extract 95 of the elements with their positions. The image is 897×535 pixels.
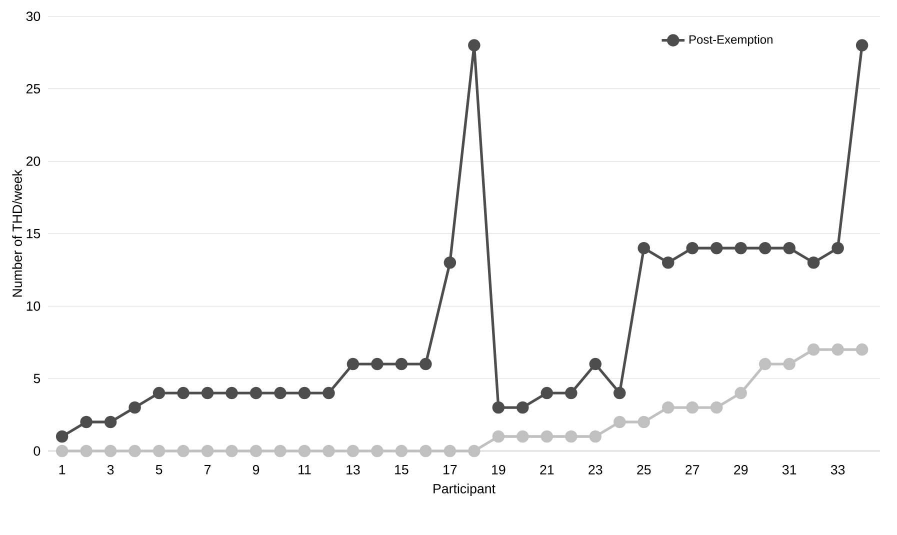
x-tick-label: 7: [204, 465, 211, 474]
y-tick-label: 25: [26, 84, 40, 94]
point: [516, 430, 529, 443]
point: [444, 256, 456, 269]
point: [371, 444, 384, 458]
x-tick-label: 25: [637, 465, 651, 474]
point: [614, 416, 626, 428]
point: [540, 430, 554, 443]
point: [468, 444, 480, 458]
point: [322, 444, 335, 458]
point: [177, 444, 190, 458]
x-tick-label: 19: [492, 465, 506, 474]
x-tick-label: 9: [252, 465, 260, 474]
point: [832, 242, 844, 254]
point: [807, 343, 820, 356]
point: [444, 444, 456, 458]
x-tick-label: 17: [444, 465, 457, 474]
point: [274, 444, 286, 458]
point: [250, 444, 262, 458]
point: [734, 242, 747, 254]
point: [298, 444, 311, 458]
y-tick-label: 10: [26, 301, 40, 311]
point: [710, 242, 723, 254]
point: [565, 386, 578, 400]
point: [152, 386, 166, 400]
point: [540, 386, 554, 400]
point: [420, 358, 432, 370]
point: [201, 386, 214, 400]
point: [710, 401, 723, 414]
y-tick-label: 15: [26, 229, 40, 238]
point: [832, 343, 844, 356]
y-tick-label: 5: [34, 374, 40, 384]
point: [226, 444, 238, 458]
point: [346, 358, 360, 370]
y-axis-title: Number of THD/week: [12, 170, 22, 297]
point: [177, 386, 190, 400]
point: [638, 416, 650, 428]
point: [250, 386, 262, 400]
point: [56, 430, 68, 443]
point: [152, 444, 166, 458]
x-axis-title: Participant: [434, 484, 496, 496]
y-tick-label: 20: [26, 156, 40, 166]
point: [589, 430, 602, 443]
x-tick-label: 23: [588, 465, 602, 474]
point: [783, 242, 796, 254]
point: [856, 343, 868, 356]
point: [638, 242, 650, 254]
point: [395, 358, 408, 370]
y-tick-label: 30: [26, 12, 40, 22]
point: [614, 386, 626, 400]
x-tick-label: 1: [59, 465, 66, 474]
point: [80, 416, 92, 428]
x-tick-label: 21: [540, 465, 554, 474]
point: [856, 39, 868, 52]
point: [662, 256, 674, 269]
point: [492, 430, 505, 443]
point: [80, 444, 92, 458]
point: [589, 358, 602, 370]
point: [371, 358, 384, 370]
point: [492, 401, 505, 414]
point: [322, 386, 335, 400]
x-tick-label: 31: [782, 465, 796, 474]
point: [734, 386, 747, 400]
point: [516, 401, 529, 414]
point: [128, 444, 141, 458]
x-tick-label: 29: [734, 465, 748, 474]
point: [128, 401, 141, 414]
point: [104, 416, 117, 428]
x-tick-label: 11: [298, 465, 311, 474]
x-tick-label: 27: [686, 465, 700, 474]
point: [783, 358, 796, 370]
point: [686, 242, 698, 254]
point: [807, 256, 820, 269]
point: [758, 358, 772, 370]
point: [565, 430, 578, 443]
point: [468, 39, 480, 52]
point: [226, 386, 238, 400]
legend-label: Post-Exemption: [690, 34, 772, 46]
point: [104, 444, 117, 458]
x-tick-label: 13: [346, 465, 360, 474]
x-tick-label: 15: [395, 465, 408, 474]
point: [298, 386, 311, 400]
x-tick-label: 5: [156, 465, 162, 474]
point: [420, 444, 432, 458]
point: [274, 386, 286, 400]
point: [346, 444, 360, 458]
point: [686, 401, 698, 414]
point: [758, 242, 772, 254]
point: [56, 444, 68, 458]
x-tick-label: 33: [830, 465, 845, 474]
point: [201, 444, 214, 458]
point: [395, 444, 408, 458]
y-tick-label: 0: [34, 446, 40, 456]
x-tick-label: 3: [107, 465, 114, 474]
point: [662, 401, 674, 414]
